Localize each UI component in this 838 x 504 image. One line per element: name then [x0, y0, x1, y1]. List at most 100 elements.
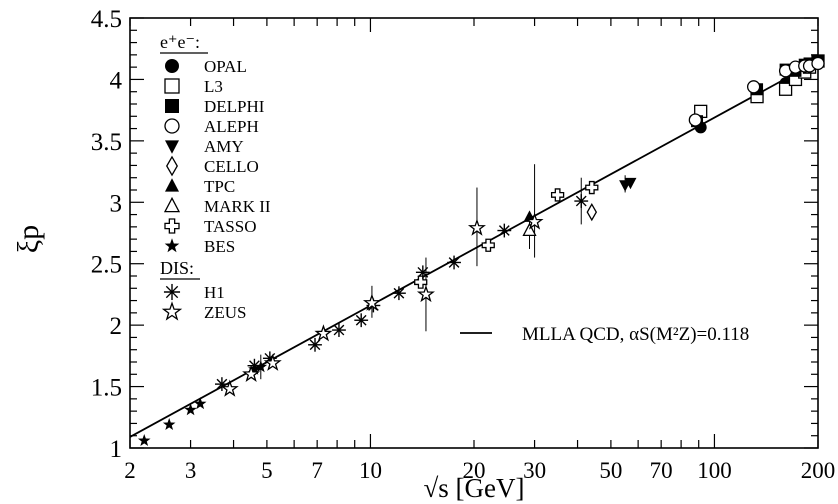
h1-point-stroke — [216, 378, 228, 390]
amy-point — [624, 177, 637, 190]
h1-point — [332, 323, 346, 337]
tasso-point — [550, 188, 565, 202]
legend-marker-l3 — [164, 78, 180, 94]
h1-point-stroke — [498, 225, 510, 236]
x-tick-label: 2 — [124, 458, 136, 483]
legend-marker-zeus-shape — [161, 301, 183, 321]
legend-marker-tasso — [164, 218, 180, 234]
tasso-point-shape — [481, 238, 495, 252]
zeus-point — [525, 212, 544, 230]
bes-point — [137, 434, 151, 446]
zeus-point — [416, 284, 435, 303]
zeus-point — [467, 218, 486, 236]
bes-point — [184, 403, 197, 416]
x-tick-label: 10 — [359, 458, 382, 483]
zeus-point-shape — [242, 364, 261, 382]
legend-marker-amy — [165, 140, 179, 154]
tasso-point-shape — [414, 275, 428, 289]
h1-point-stroke — [355, 314, 367, 326]
h1-point — [497, 223, 512, 238]
amy-point-shape — [624, 177, 637, 190]
legend-marker-tasso-shape — [164, 218, 180, 234]
bes-point — [193, 397, 207, 410]
zeus-point-shape — [525, 212, 544, 230]
zeus-point-shape — [416, 284, 435, 303]
l3-point — [778, 82, 793, 96]
zeus-point — [362, 293, 381, 311]
legend-label-zeus: ZEUS — [204, 303, 247, 322]
h1-point — [354, 313, 369, 328]
mark-ii-point-shape — [522, 222, 537, 236]
legend-marker-zeus — [161, 301, 183, 321]
legend-marker-delphi — [165, 99, 179, 113]
x-tick-label: 3 — [185, 458, 197, 483]
legend-marker-aleph — [164, 118, 180, 134]
zeus-point — [220, 379, 239, 397]
aleph-point-shape — [811, 56, 825, 71]
cello-point — [586, 203, 598, 222]
tasso-point — [585, 180, 599, 195]
y-tick-label: 1 — [110, 436, 123, 463]
zeus-point — [263, 353, 282, 371]
bes-point-shape — [137, 434, 151, 446]
x-tick-label: 7 — [311, 458, 323, 483]
legend-label-aleph: ALEPH — [204, 117, 259, 136]
bes-point-shape — [193, 397, 207, 410]
h1-point — [415, 265, 430, 280]
h1-point-stroke — [393, 287, 405, 299]
legend-marker-mark-ii-shape — [163, 196, 181, 213]
legend-marker-cello-shape — [165, 155, 179, 177]
x-tick-label: 50 — [599, 458, 622, 483]
x-tick-label: 30 — [523, 458, 546, 483]
legend-label-bes: BES — [204, 237, 235, 256]
zeus-point — [242, 364, 261, 382]
aleph-point — [688, 113, 702, 127]
legend-label-l3: L3 — [204, 77, 223, 96]
h1-point — [215, 377, 229, 392]
y-tick-label: 2.5 — [91, 252, 122, 279]
legend-label-amy: AMY — [204, 137, 244, 156]
legend-marker-bes-shape — [164, 238, 180, 253]
legend-label-delphi: DELPHI — [204, 97, 265, 116]
y-tick-label: 3.5 — [91, 129, 122, 156]
x-axis-label: √s [GeV] — [423, 473, 524, 503]
legend-marker-l3-shape — [164, 78, 180, 94]
zeus-point — [314, 324, 333, 342]
legend-marker-amy-shape — [165, 140, 179, 154]
x-tick-label: 100 — [697, 458, 732, 483]
legend-marker-h1 — [163, 283, 181, 301]
aleph-point — [811, 56, 825, 71]
h1-point-stroke — [417, 266, 429, 278]
legend-marker-h1-stroke — [165, 285, 179, 299]
tasso-point — [414, 275, 428, 289]
legend-marker-delphi-shape — [165, 99, 179, 113]
h1-point — [392, 286, 406, 301]
legend-label-h1: H1 — [204, 283, 225, 302]
zeus-point-shape — [362, 293, 381, 311]
legend-heading: DIS: — [160, 258, 194, 278]
bes-point — [162, 418, 176, 430]
curve-label: MLLA QCD, αS(M²Z)=0.118 — [522, 324, 749, 345]
bes-point-shape — [184, 403, 197, 416]
aleph-point-shape — [688, 113, 702, 127]
legend-marker-opal — [165, 59, 179, 73]
y-axis-label: ξp — [12, 225, 45, 253]
x-tick-label: 200 — [801, 458, 836, 483]
legend-label-mark-ii: MARK II — [204, 197, 271, 216]
cello-point-shape — [586, 203, 598, 222]
x-tick-label: 20 — [463, 458, 486, 483]
y-tick-label: 4.5 — [91, 6, 122, 33]
x-tick-label: 70 — [650, 458, 673, 483]
legend-heading: e⁺e⁻: — [160, 32, 200, 52]
tasso-point — [481, 238, 495, 252]
zeus-point-shape — [467, 218, 486, 236]
legend-label-cello: CELLO — [204, 157, 259, 176]
legend-marker-tpc-shape — [165, 178, 179, 192]
h1-point-stroke — [309, 339, 321, 351]
legend-label-tpc: TPC — [204, 177, 235, 196]
legend-marker-aleph-shape — [164, 118, 180, 134]
x-tick-label: 5 — [261, 458, 273, 483]
aleph-point-shape — [746, 80, 761, 94]
